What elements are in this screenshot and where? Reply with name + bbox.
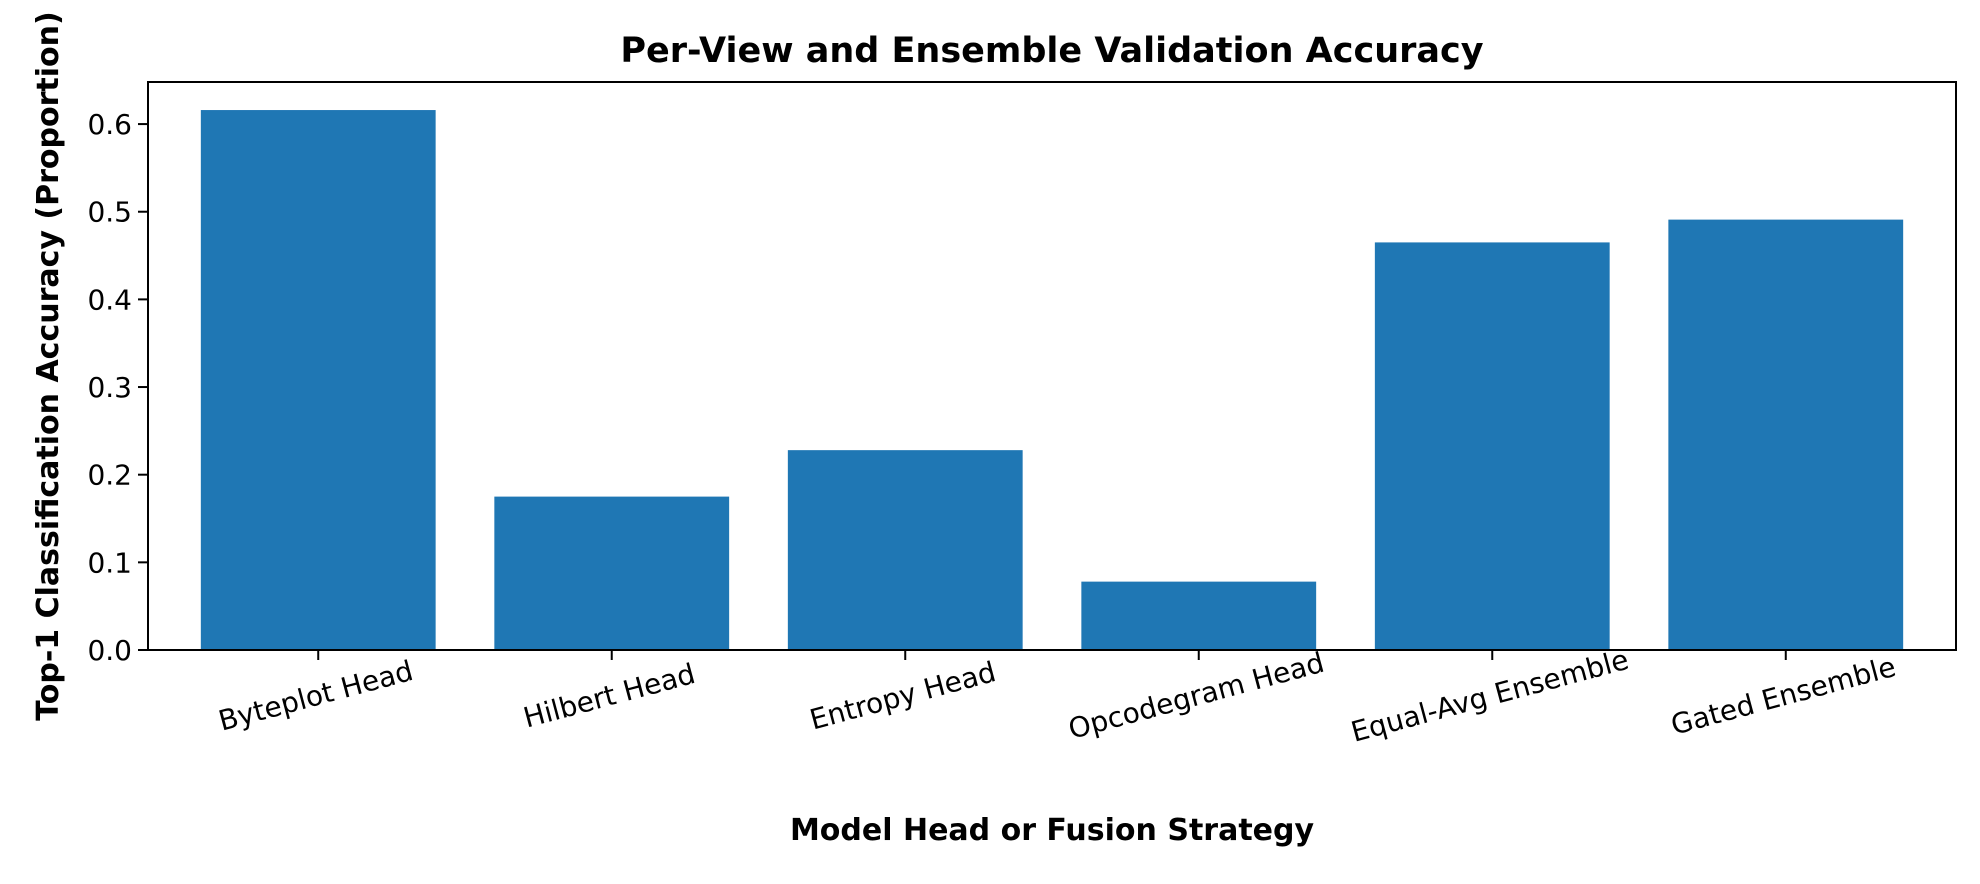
x-axis-label: Model Head or Fusion Strategy (790, 813, 1315, 848)
plot-frame (147, 81, 1957, 651)
x-tick-label: Entropy Head (806, 655, 999, 736)
y-tick-label: 0.4 (87, 283, 132, 316)
x-tick-label: Opcodegram Head (1065, 646, 1328, 746)
y-axis-ticks: 0.0 0.1 0.2 0.3 0.4 0.5 0.6 (87, 108, 148, 667)
chart-title: Per-View and Ensemble Validation Accurac… (620, 31, 1483, 71)
bar-5 (1668, 219, 1904, 650)
x-tick-label: Byteplot Head (215, 654, 416, 738)
x-tick-label: Hilbert Head (520, 657, 699, 734)
y-tick-label: 0.3 (87, 371, 132, 404)
x-axis-ticks: Byteplot Head Hilbert Head Entropy Head Opc… (215, 643, 1899, 749)
y-axis-label: Top-1 Classification Accuracy (Proportio… (31, 11, 66, 720)
y-tick-label: 0.1 (87, 546, 132, 579)
bar-1 (494, 496, 730, 650)
x-tick-label: Gated Ensemble (1667, 650, 1899, 742)
bar-0 (200, 110, 436, 651)
bar-3 (1081, 581, 1317, 650)
x-tick-label: Equal-Avg Ensemble (1348, 643, 1633, 749)
bars-group (200, 110, 1904, 651)
y-tick-label: 0.6 (87, 108, 132, 141)
bar-2 (787, 450, 1023, 650)
y-tick-label: 0.2 (87, 459, 132, 492)
bar-4 (1374, 242, 1610, 650)
y-tick-label: 0.0 (87, 634, 132, 667)
y-tick-label: 0.5 (87, 196, 132, 229)
